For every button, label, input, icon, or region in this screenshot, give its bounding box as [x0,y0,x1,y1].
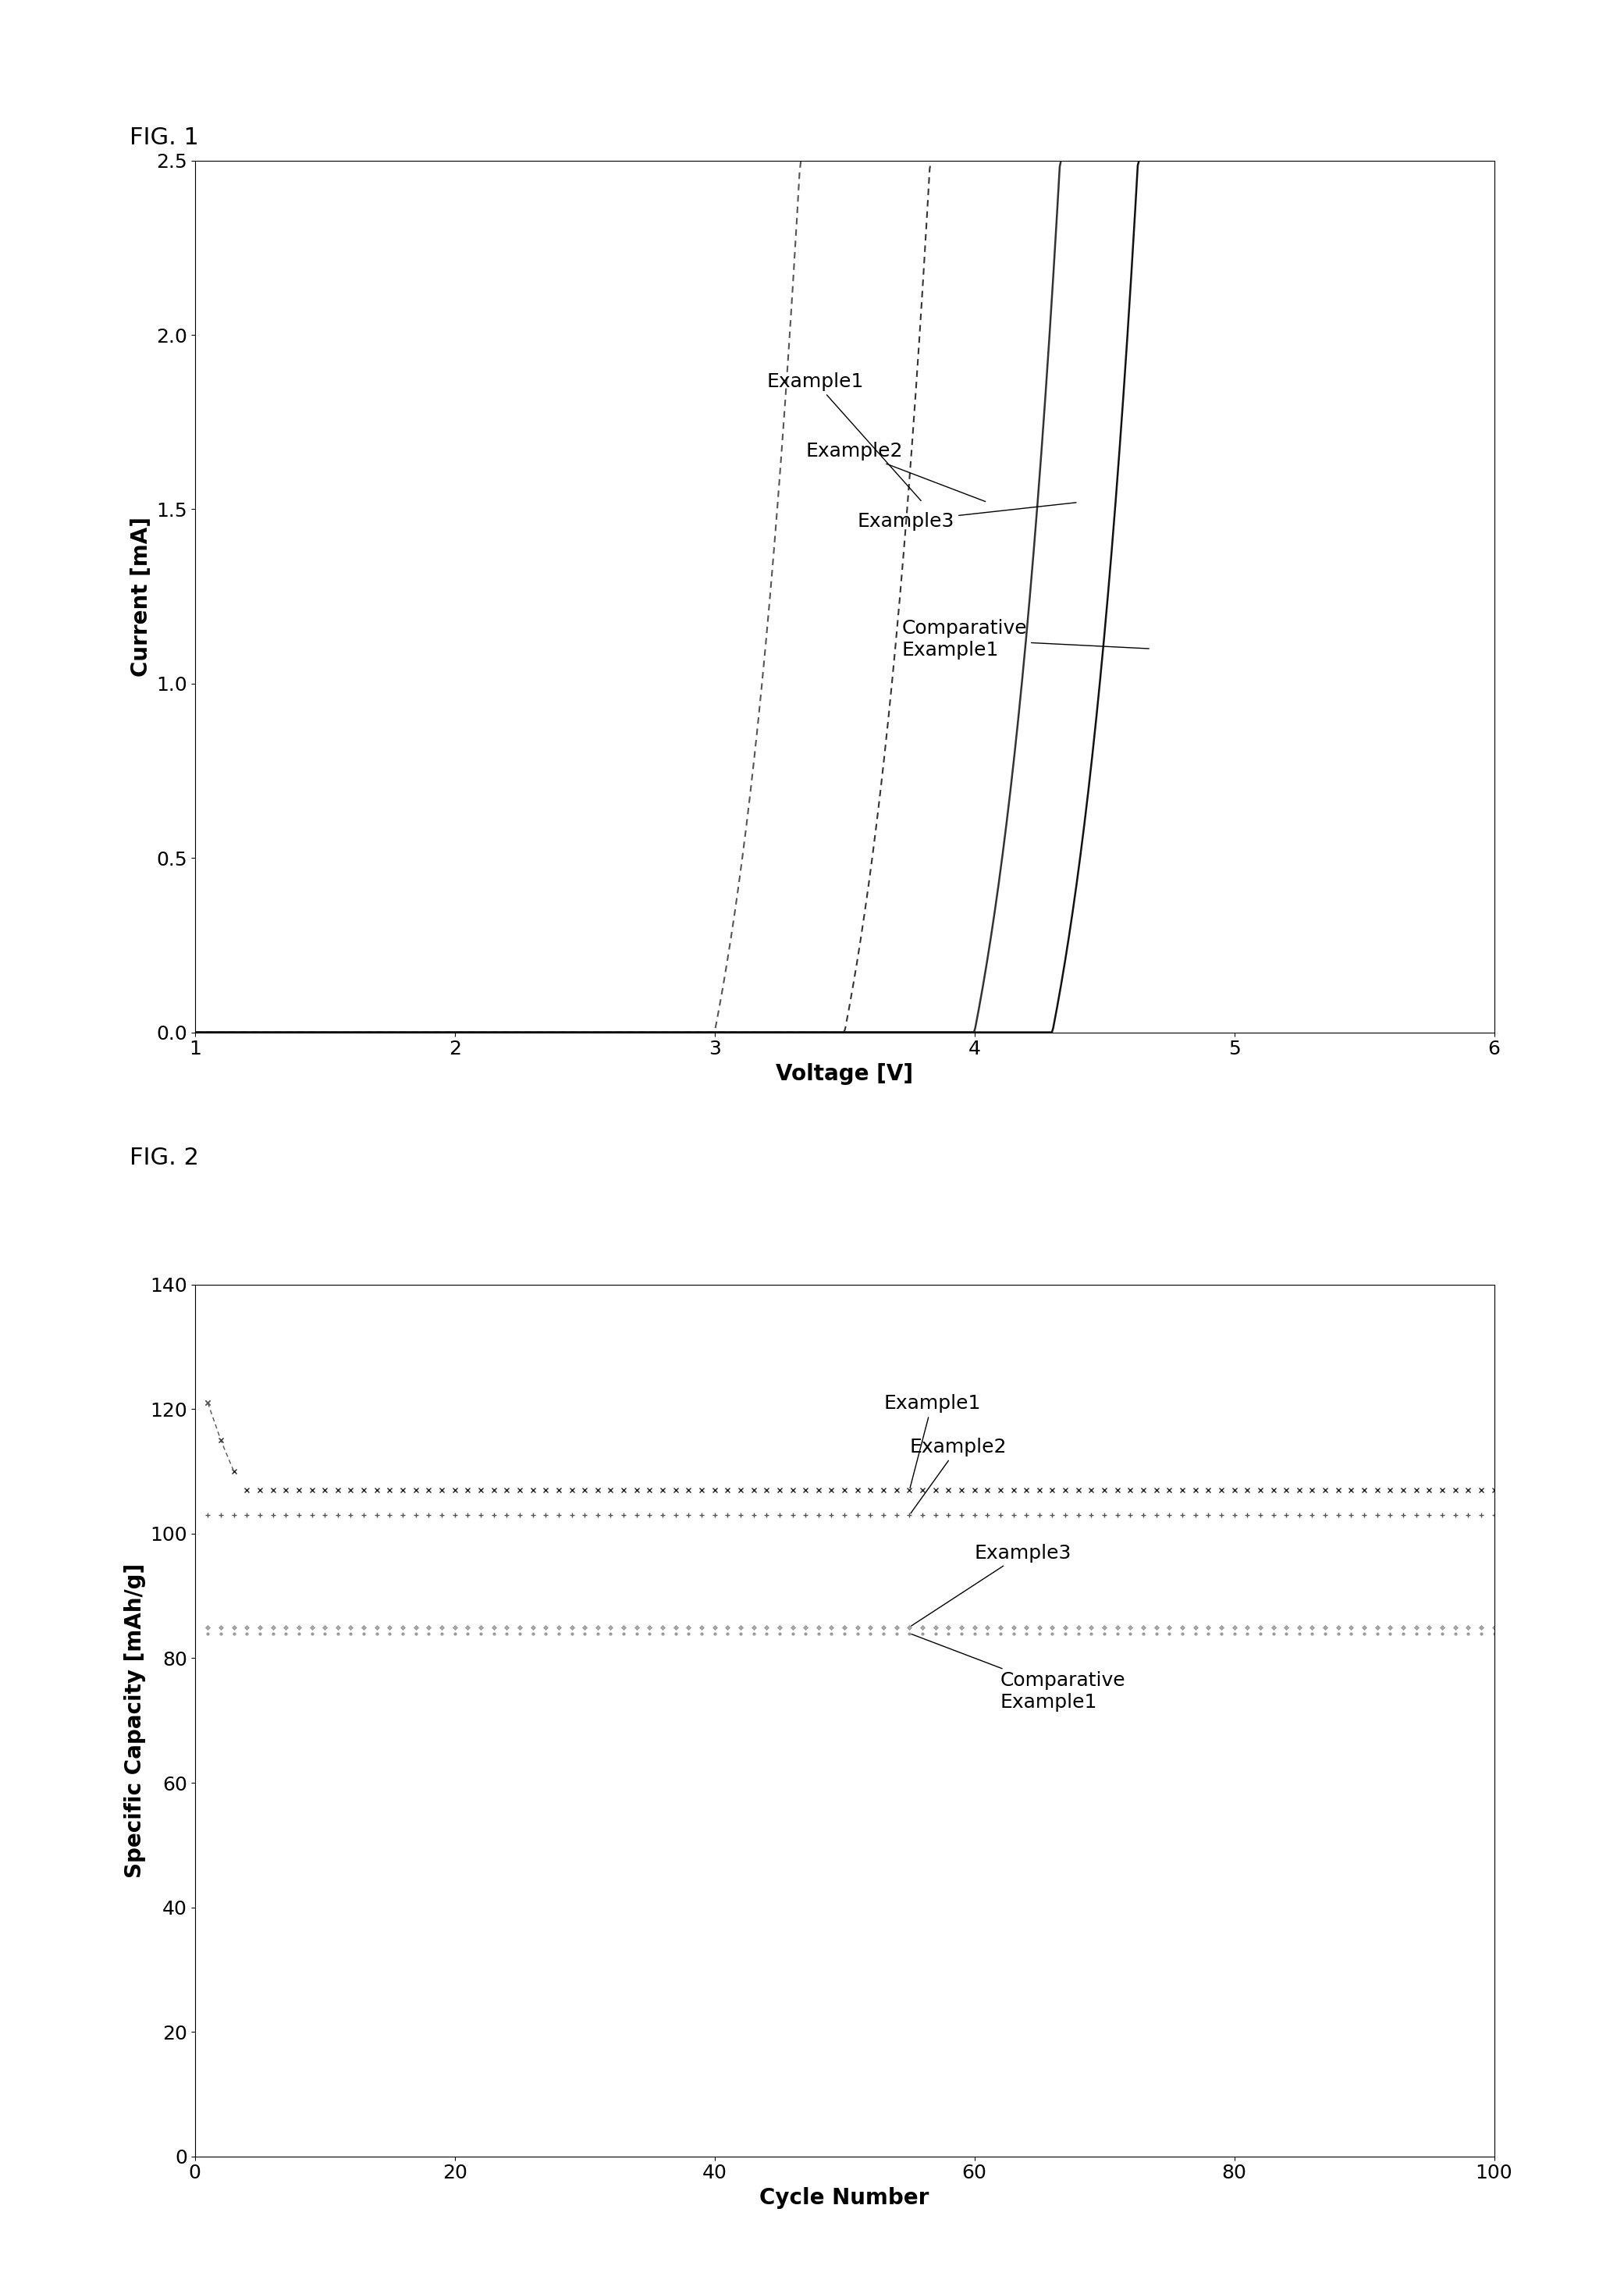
Text: FIG. 2: FIG. 2 [130,1147,200,1170]
Text: Comparative
Example1: Comparative Example1 [901,619,1148,661]
Text: Example1: Example1 [767,372,921,500]
Text: Example3: Example3 [911,1544,1072,1626]
Text: Example2: Example2 [909,1438,1007,1514]
Text: Example2: Example2 [806,443,986,502]
Text: Comparative
Example1: Comparative Example1 [911,1633,1125,1711]
Text: Example3: Example3 [857,502,1077,530]
Text: Example1: Example1 [883,1395,981,1489]
X-axis label: Cycle Number: Cycle Number [760,2186,929,2209]
Y-axis label: Current [mA]: Current [mA] [130,516,151,677]
X-axis label: Voltage [V]: Voltage [V] [776,1062,913,1085]
Text: FIG. 1: FIG. 1 [130,126,200,149]
Y-axis label: Specific Capacity [mAh/g]: Specific Capacity [mAh/g] [123,1562,146,1879]
